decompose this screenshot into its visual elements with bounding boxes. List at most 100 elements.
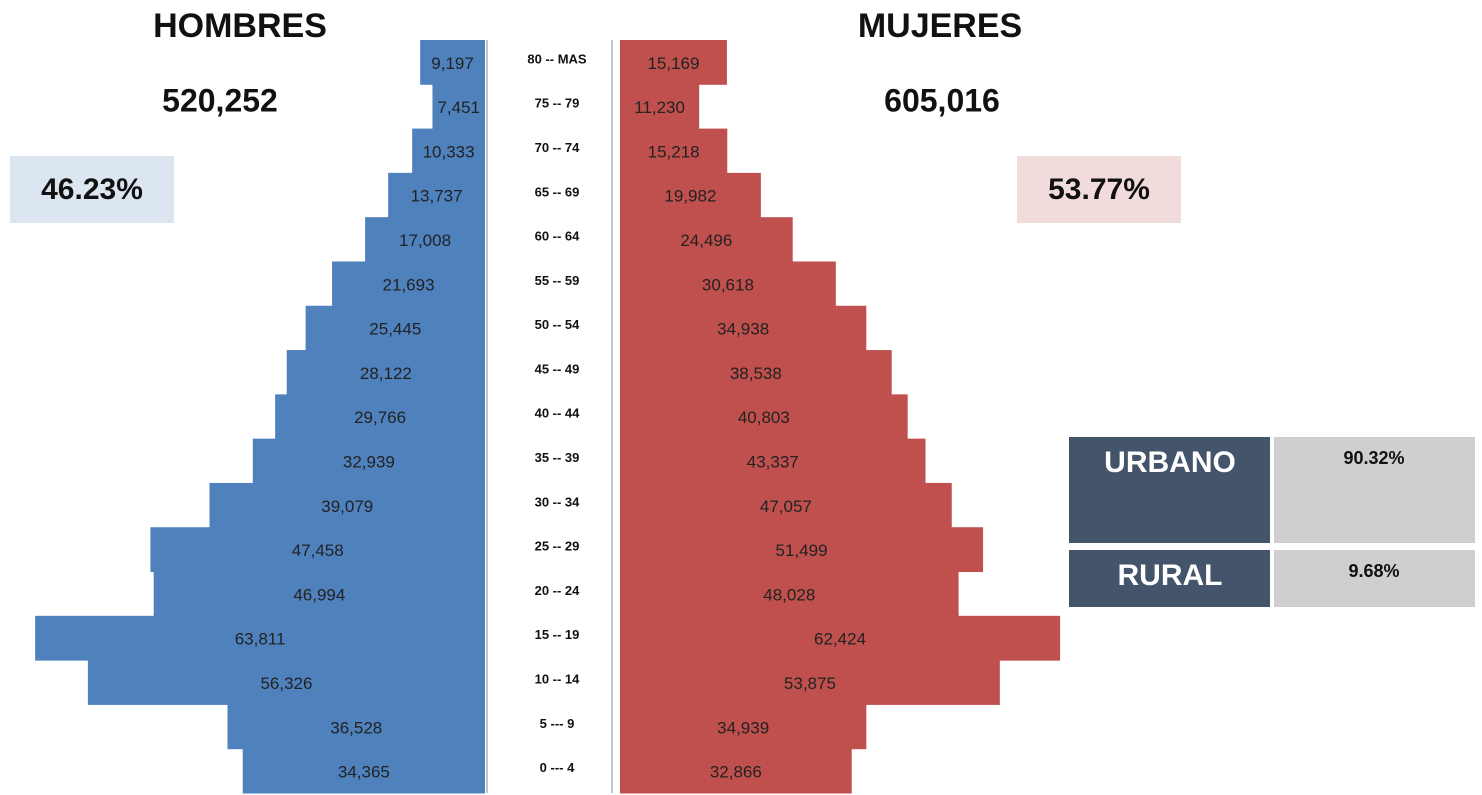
data-label: 47,458 xyxy=(292,541,344,560)
legend-label: MUJERES xyxy=(858,7,1022,45)
data-label: 34,938 xyxy=(717,320,769,339)
area-name: URBANO xyxy=(1104,446,1236,479)
area-name-box xyxy=(1069,437,1270,543)
bar xyxy=(620,704,867,750)
bar xyxy=(620,350,892,395)
category-label: 35 -- 39 xyxy=(535,450,580,465)
data-label: 19,982 xyxy=(664,187,716,206)
data-label: 63,811 xyxy=(235,630,286,649)
bar xyxy=(432,84,485,130)
bar xyxy=(153,571,485,617)
legend-label: HOMBRES xyxy=(153,7,327,45)
bar xyxy=(620,40,727,85)
data-label: 43,337 xyxy=(747,452,799,471)
data-label: 15,169 xyxy=(647,54,699,73)
data-label: 48,028 xyxy=(763,585,815,604)
data-label: 51,499 xyxy=(776,541,828,560)
data-label: 46,994 xyxy=(293,585,345,604)
area-name: RURAL xyxy=(1118,559,1223,592)
bar xyxy=(305,305,485,351)
bar xyxy=(620,128,728,174)
category-label: 65 -- 69 xyxy=(535,184,580,199)
bar xyxy=(620,261,836,307)
data-label: 56,326 xyxy=(260,674,312,693)
bar xyxy=(620,172,761,218)
share-box xyxy=(10,156,174,223)
bar xyxy=(286,350,485,395)
area-name-box xyxy=(1069,550,1270,607)
share-box xyxy=(1017,156,1181,223)
area-value-box xyxy=(1274,550,1475,607)
category-label: 15 -- 19 xyxy=(535,627,580,642)
category-label: 55 -- 59 xyxy=(535,273,580,288)
bar xyxy=(620,394,908,440)
bar xyxy=(365,217,485,262)
total-label: 605,016 xyxy=(884,82,1000,118)
bar xyxy=(620,438,926,484)
bar xyxy=(332,261,485,307)
bar xyxy=(620,217,793,262)
category-label: 20 -- 24 xyxy=(535,583,581,598)
category-label: 80 -- MAS xyxy=(527,51,587,66)
bar xyxy=(620,482,952,528)
category-label: 50 -- 54 xyxy=(535,317,581,332)
category-label: 75 -- 79 xyxy=(535,96,580,111)
data-label: 28,122 xyxy=(360,364,412,383)
share-label: 46.23% xyxy=(41,173,143,206)
area-value-box xyxy=(1274,437,1475,543)
bar xyxy=(412,128,485,174)
category-label: 45 -- 49 xyxy=(535,361,580,376)
data-label: 15,218 xyxy=(648,142,700,161)
bar xyxy=(209,482,486,528)
bar xyxy=(252,438,485,484)
data-label: 53,875 xyxy=(784,674,836,693)
data-label: 9,197 xyxy=(431,54,474,73)
data-label: 62,424 xyxy=(814,630,866,649)
data-label: 36,528 xyxy=(330,718,382,737)
bar xyxy=(35,615,486,661)
data-label: 40,803 xyxy=(738,408,790,427)
bar xyxy=(242,748,485,794)
area-value: 90.32% xyxy=(1343,448,1404,468)
data-label: 7,451 xyxy=(437,98,480,117)
data-label: 25,445 xyxy=(369,320,421,339)
data-label: 34,939 xyxy=(717,718,769,737)
data-label: 47,057 xyxy=(760,497,812,516)
bar xyxy=(620,527,984,573)
data-label: 38,538 xyxy=(730,364,782,383)
category-label: 10 -- 14 xyxy=(535,671,581,686)
category-label: 25 -- 29 xyxy=(535,539,580,554)
bar xyxy=(388,172,485,218)
category-label: 0 --- 4 xyxy=(540,760,575,775)
category-label: 60 -- 64 xyxy=(535,229,581,244)
data-label: 29,766 xyxy=(354,408,406,427)
data-label: 10,333 xyxy=(423,142,475,161)
bar xyxy=(620,615,1061,661)
data-label: 13,737 xyxy=(411,187,463,206)
share-label: 53.77% xyxy=(1048,173,1150,206)
bar xyxy=(150,527,486,573)
bar xyxy=(87,660,485,705)
category-label: 5 --- 9 xyxy=(540,716,575,731)
bar xyxy=(620,84,700,130)
bar xyxy=(620,305,867,351)
data-label: 11,230 xyxy=(634,98,685,117)
data-label: 24,496 xyxy=(680,231,732,250)
area-value: 9.68% xyxy=(1348,561,1399,581)
category-label: 40 -- 44 xyxy=(535,406,581,421)
total-label: 520,252 xyxy=(162,82,278,118)
data-label: 39,079 xyxy=(321,497,373,516)
data-label: 34,365 xyxy=(338,763,390,782)
data-label: 32,939 xyxy=(343,452,395,471)
category-label: 30 -- 34 xyxy=(535,494,581,509)
data-label: 32,866 xyxy=(710,763,762,782)
data-label: 17,008 xyxy=(399,231,451,250)
data-label: 21,693 xyxy=(383,275,435,294)
bar xyxy=(227,704,485,750)
bar xyxy=(620,571,959,617)
bar xyxy=(620,748,852,794)
data-label: 30,618 xyxy=(702,275,754,294)
bar xyxy=(620,660,1000,705)
category-label: 70 -- 74 xyxy=(535,140,581,155)
